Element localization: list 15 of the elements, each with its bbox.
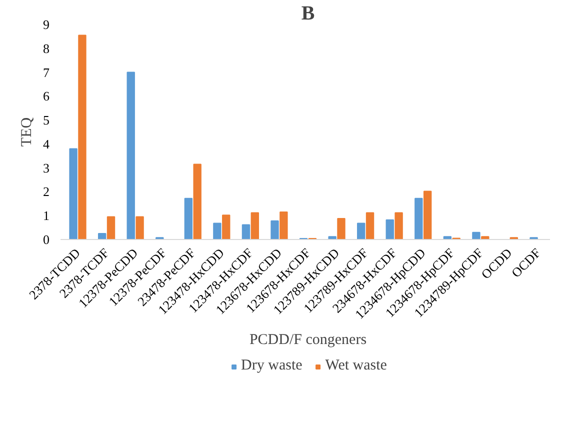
y-tick-label: 2: [43, 184, 50, 200]
y-tick-label: 5: [43, 112, 50, 128]
legend-label: Dry waste: [241, 358, 302, 374]
y-tick-label: 8: [43, 40, 50, 56]
y-tick-label: 7: [43, 64, 50, 80]
legend-label: Wet waste: [325, 358, 387, 374]
y-tick-label: 0: [43, 232, 50, 247]
y-axis-title: TEQ: [19, 117, 35, 147]
x-axis-title: PCDD/F congeners: [249, 332, 367, 348]
y-tick-label: 4: [43, 136, 50, 152]
chart-title: B: [301, 2, 315, 24]
y-tick-label: 1: [43, 208, 50, 224]
y-tick-label: 3: [43, 160, 50, 176]
y-tick-label: 6: [43, 88, 50, 104]
y-tick-label: 9: [43, 17, 50, 32]
